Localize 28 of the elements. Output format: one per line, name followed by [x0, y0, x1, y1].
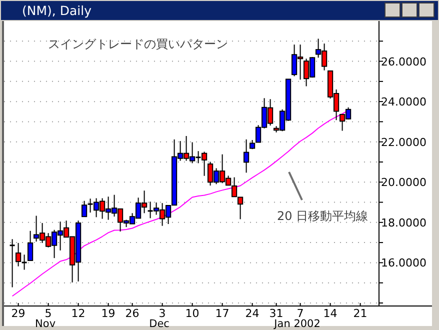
annotation: スイングトレードの買いパターン — [48, 37, 228, 51]
candlestick — [244, 138, 250, 174]
x-tick-label: 14 — [323, 307, 338, 320]
candlestick — [10, 238, 15, 288]
text: 20 日移動平均線 — [277, 209, 368, 223]
x-tick-label: 21 — [353, 307, 368, 320]
text: Dec — [149, 318, 170, 330]
x-tick-label: 10 — [185, 307, 200, 320]
y-tick-label: 20.0000 — [381, 176, 426, 190]
y-tick-label: 16.0000 — [381, 256, 426, 270]
y-tick-label: 26.0000 — [381, 55, 426, 68]
x-tick-label: 29 — [11, 307, 26, 320]
text: Jan 2002 — [273, 318, 320, 330]
x-tick-label: 5 — [44, 307, 52, 320]
x-tick-label: 26 — [125, 307, 140, 320]
candlestick — [28, 230, 34, 261]
x-tick-label: 24 — [245, 307, 260, 320]
x-tick-label: 31 — [269, 307, 284, 320]
x-tick-label: 3 — [158, 307, 166, 320]
x-tick-label: 7 — [296, 307, 304, 320]
text: Nov — [35, 318, 56, 330]
y-tick-label: 22.0000 — [381, 136, 426, 149]
y-tick-label: 24.0000 — [381, 96, 426, 109]
y-tick-label: 18.0000 — [381, 216, 426, 230]
x-tick-label: 12 — [71, 307, 86, 320]
x-tick-label: 17 — [215, 307, 230, 320]
x-tick-label: 19 — [101, 307, 116, 320]
chart-title: (NM), Daily — [22, 3, 92, 18]
